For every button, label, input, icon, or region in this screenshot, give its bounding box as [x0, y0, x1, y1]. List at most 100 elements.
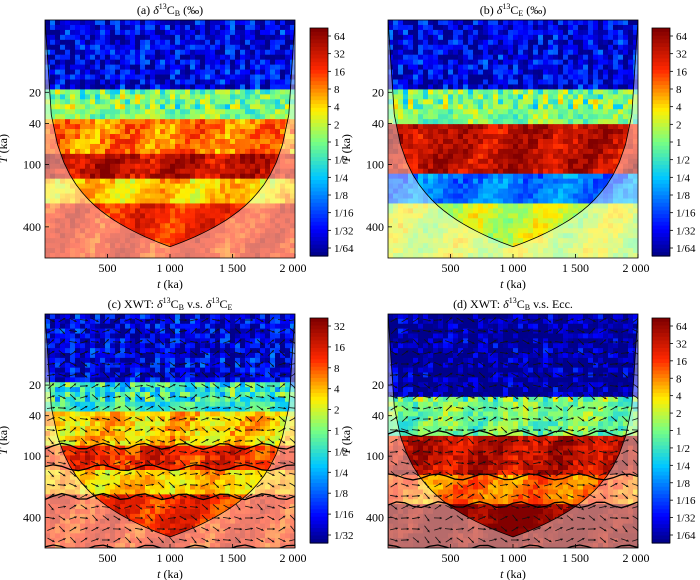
heatmap-cell	[135, 218, 141, 224]
heatmap-cell	[498, 49, 504, 56]
heatmap-cell	[398, 79, 404, 86]
heatmap-cell	[185, 203, 191, 210]
chart-title: (b) δ13CE (‰)	[480, 2, 546, 18]
heatmap-cell	[598, 134, 604, 140]
heatmap-cell	[418, 94, 424, 100]
heatmap-cell	[45, 153, 51, 160]
heatmap-cell	[553, 74, 559, 81]
heatmap-cell	[205, 104, 211, 110]
colorbar-swatch	[652, 123, 670, 128]
heatmap-cell	[45, 223, 51, 229]
heatmap-cell	[628, 114, 634, 120]
heatmap-cell	[85, 233, 91, 239]
heatmap-cell	[573, 54, 579, 61]
heatmap-cell	[498, 74, 504, 81]
heatmap-cell	[150, 59, 156, 66]
heatmap-cell	[70, 168, 76, 175]
heatmap-cell	[150, 29, 156, 36]
heatmap-cell	[240, 198, 246, 205]
heatmap-cell	[388, 34, 394, 41]
heatmap-cell	[488, 183, 494, 190]
heatmap-cell	[130, 148, 136, 155]
heatmap-cell	[593, 193, 599, 200]
heatmap-cell	[433, 233, 439, 239]
heatmap-cell	[453, 24, 459, 31]
heatmap-cell	[280, 208, 286, 214]
heatmap-cell	[533, 208, 539, 214]
heatmap-cell	[260, 44, 266, 51]
heatmap-cell	[623, 203, 629, 210]
heatmap-cell	[513, 139, 519, 145]
heatmap-cell	[553, 233, 559, 239]
heatmap-cell	[613, 168, 619, 175]
heatmap-cell	[518, 213, 524, 219]
heatmap-cell	[458, 99, 464, 105]
heatmap-cell	[260, 193, 266, 200]
heatmap-cell	[160, 203, 166, 210]
heatmap-cell	[508, 64, 514, 71]
heatmap-cell	[548, 143, 554, 150]
heatmap-cell	[478, 59, 484, 66]
heatmap-cell	[95, 104, 101, 110]
heatmap-cell	[423, 223, 429, 229]
heatmap-cell	[140, 119, 146, 125]
heatmap-cell	[453, 253, 459, 258]
heatmap-cell	[493, 233, 499, 239]
heatmap-cell	[265, 198, 271, 205]
heatmap-cell	[423, 188, 429, 195]
heatmap-cell	[250, 99, 256, 105]
heatmap-cell	[275, 233, 281, 239]
heatmap-cell	[170, 124, 176, 130]
heatmap-cell	[603, 168, 609, 175]
heatmap-cell	[250, 49, 256, 56]
heatmap-cell	[85, 238, 91, 244]
heatmap-cell	[125, 29, 131, 36]
heatmap-cell	[488, 203, 494, 210]
heatmap-cell	[45, 139, 51, 145]
heatmap-cell	[478, 208, 484, 214]
heatmap-cell	[453, 99, 459, 105]
heatmap-cell	[588, 84, 594, 91]
colorbar-swatch	[652, 145, 670, 151]
heatmap-cell	[80, 44, 86, 51]
heatmap-cell	[628, 109, 634, 115]
heatmap-cell	[195, 29, 201, 36]
heatmap-cell	[95, 213, 101, 219]
heatmap-cell	[125, 49, 131, 56]
heatmap-cell	[518, 20, 524, 26]
heatmap-cell	[60, 139, 66, 145]
heatmap-cell	[70, 243, 76, 249]
colorbar-swatch	[310, 130, 328, 135]
heatmap-cell	[513, 124, 519, 130]
heatmap-cell	[478, 109, 484, 115]
heatmap-cell	[623, 84, 629, 91]
heatmap-cell	[508, 114, 514, 120]
heatmap-cell	[633, 223, 638, 229]
heatmap-cell	[398, 253, 404, 258]
heatmap-cell	[483, 119, 489, 125]
heatmap-cell	[473, 208, 479, 214]
heatmap-cell	[105, 243, 111, 249]
heatmap-cell	[618, 183, 624, 190]
heatmap-cell	[150, 24, 156, 31]
heatmap-cell	[533, 253, 539, 258]
heatmap-cell	[45, 34, 51, 41]
heatmap-cell	[618, 64, 624, 71]
heatmap-cell	[483, 74, 489, 81]
heatmap-cell	[85, 168, 91, 175]
heatmap-cell	[250, 198, 256, 205]
heatmap-cell	[568, 213, 574, 219]
heatmap-cell	[240, 99, 246, 105]
heatmap-cell	[483, 29, 489, 36]
heatmap-cell	[210, 114, 216, 120]
heatmap-cell	[548, 124, 554, 130]
heatmap-cell	[210, 188, 216, 195]
heatmap-cell	[55, 168, 61, 175]
heatmap-cell	[628, 178, 634, 185]
heatmap-cell	[145, 69, 151, 76]
heatmap-cell	[498, 153, 504, 160]
heatmap-cell	[553, 99, 559, 105]
heatmap-cell	[60, 153, 66, 160]
heatmap-cell	[235, 114, 241, 120]
heatmap-cell	[130, 94, 136, 100]
